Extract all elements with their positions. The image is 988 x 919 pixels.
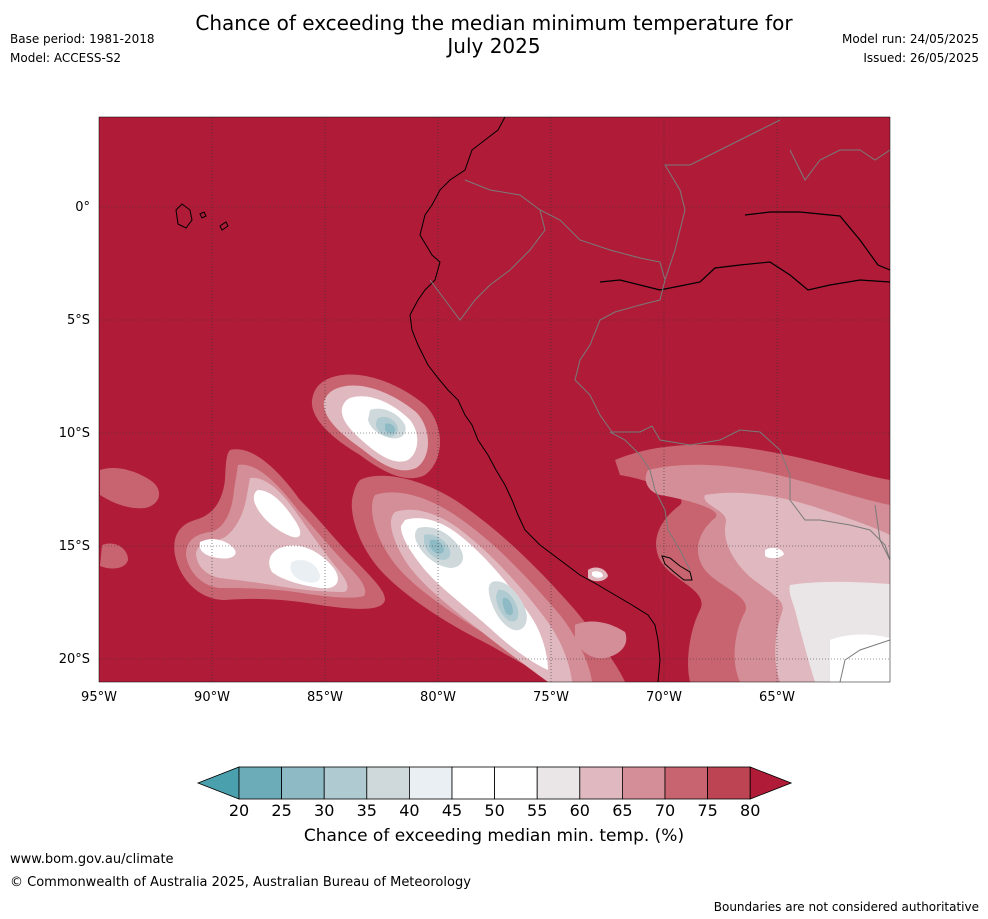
colorbar-box — [494, 766, 538, 800]
title-line-1: Chance of exceeding the median minimum t… — [195, 11, 793, 35]
model-label: Model: ACCESS-S2 — [10, 51, 122, 65]
colorbar-box — [238, 766, 282, 800]
issued-label: Issued: 26/05/2025 — [863, 51, 979, 65]
country-borders — [429, 119, 890, 682]
lon-label-80w: 80°W — [420, 690, 456, 705]
lon-label-70w: 70°W — [646, 690, 682, 705]
colorbar-extend-low — [196, 766, 240, 800]
lon-label-95w: 95°W — [81, 690, 117, 705]
colorbar-box — [707, 766, 751, 800]
lon-label-90w: 90°W — [194, 690, 230, 705]
colorbar-tick-label: 75 — [697, 801, 717, 820]
title-line-2: July 2025 — [447, 34, 541, 58]
colorbar-box — [451, 766, 495, 800]
colorbar-tick-label: 45 — [442, 801, 462, 820]
colorbar-boxes — [196, 766, 793, 800]
anomaly-region-b — [351, 475, 625, 682]
graticule — [99, 117, 890, 682]
colorbar-tick-label: 50 — [484, 801, 504, 820]
colorbar-label: Chance of exceeding median min. temp. (%… — [303, 826, 685, 846]
coastline — [409, 117, 661, 682]
map-title: Chance of exceeding the median minimum t… — [0, 12, 988, 58]
colorbar-box — [664, 766, 708, 800]
anomaly-region-a — [311, 374, 440, 479]
colorbar-box — [579, 766, 623, 800]
lon-label-65w: 65°W — [759, 690, 795, 705]
colorbar-box — [323, 766, 368, 800]
colorbar-tick-label: 20 — [229, 801, 249, 820]
colorbar-tick-label: 25 — [271, 801, 291, 820]
lon-label-85w: 85°W — [307, 690, 343, 705]
lat-label-20s: 20°S — [59, 652, 90, 667]
lat-label-5s: 5°S — [67, 313, 90, 328]
colorbar-box — [622, 766, 666, 800]
colorbar-box — [408, 766, 453, 800]
anomaly-spot-west — [100, 543, 128, 569]
colorbar-tick-label: 80 — [740, 801, 760, 820]
map-area — [99, 117, 890, 682]
colorbar: 20 25 30 35 40 45 50 55 60 65 70 75 80 — [196, 766, 793, 820]
lat-label-0: 0° — [75, 200, 90, 215]
anomaly-region-c — [174, 449, 385, 609]
colorbar-extend-high — [749, 766, 793, 800]
colorbar-tick-label: 70 — [655, 801, 675, 820]
anomaly-region-d — [615, 444, 890, 682]
anomaly-spot-northwest — [100, 468, 160, 509]
lat-label-10s: 10°S — [59, 426, 90, 441]
lon-label-75w: 75°W — [533, 690, 569, 705]
lat-label-15s: 15°S — [59, 539, 90, 554]
colorbar-tick-label: 40 — [399, 801, 419, 820]
copyright-text: © Commonwealth of Australia 2025, Austra… — [10, 875, 471, 890]
probability-map: 0° 5°S 10°S 15°S 20°S 95°W 90°W 85°W 80°… — [59, 116, 891, 705]
colorbar-tick-label: 60 — [570, 801, 590, 820]
latitude-labels: 0° 5°S 10°S 15°S 20°S — [59, 200, 90, 667]
disclaimer-text: Boundaries are not considered authoritat… — [713, 900, 979, 914]
anomaly-spot-south — [575, 621, 627, 659]
base-period-label: Base period: 1981-2018 — [10, 32, 155, 46]
colorbar-box — [366, 766, 410, 800]
anomaly-spot-coast-core — [592, 571, 603, 578]
coastline-north — [599, 261, 890, 291]
colorbar-tick-label: 65 — [612, 801, 632, 820]
colorbar-box — [281, 766, 325, 800]
lake-titicaca — [661, 555, 693, 581]
colorbar-tick-label: 55 — [527, 801, 547, 820]
model-run-label: Model run: 24/05/2025 — [841, 32, 979, 46]
galapagos — [175, 203, 229, 231]
coastline-northeast — [744, 211, 890, 271]
longitude-labels: 95°W 90°W 85°W 80°W 75°W 70°W 65°W — [81, 690, 795, 705]
colorbar-tick-label: 30 — [314, 801, 334, 820]
map-frame — [98, 116, 891, 683]
colorbar-ticks: 20 25 30 35 40 45 50 55 60 65 70 75 80 — [229, 801, 761, 820]
colorbar-box — [536, 766, 581, 800]
colorbar-tick-label: 35 — [357, 801, 377, 820]
website-link[interactable]: www.bom.gov.au/climate — [10, 852, 174, 867]
